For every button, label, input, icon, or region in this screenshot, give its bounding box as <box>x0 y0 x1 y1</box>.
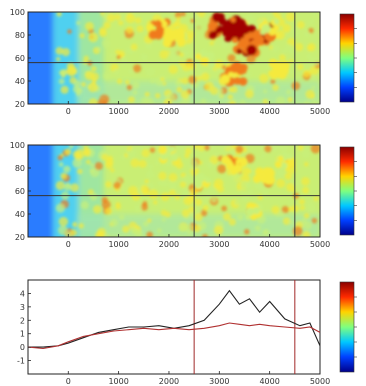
y-tick-label: 20 <box>15 100 25 109</box>
hotspot <box>221 155 231 165</box>
hotspot <box>236 48 242 54</box>
hotspot <box>246 207 255 216</box>
hotspot <box>252 30 262 39</box>
y-tick-label: 1 <box>20 330 25 339</box>
hotspot <box>218 17 227 26</box>
hotspot <box>237 157 248 167</box>
x-tick-label: 3000 <box>209 240 229 249</box>
heatmap-panel-2: 100 80 60 40 20 0 1000 2000 3000 4000 5000 <box>10 141 357 249</box>
x-tick-label: 2000 <box>159 377 179 386</box>
hotspot <box>162 21 168 27</box>
y-tick-label: 100 <box>10 141 25 150</box>
hotspot <box>230 16 236 23</box>
x-tick-label: 3000 <box>209 377 229 386</box>
hotspot <box>248 25 255 31</box>
hotspot <box>252 207 261 215</box>
x-tick-label: 2000 <box>159 107 179 116</box>
y-tick-label: 80 <box>15 31 25 40</box>
x-tick-label: 4000 <box>259 240 279 249</box>
y-tick-label: 60 <box>15 54 25 63</box>
hotspot <box>280 67 289 76</box>
x-tick-label: 4000 <box>259 107 279 116</box>
hotspot <box>256 168 263 175</box>
hotspot <box>148 30 158 40</box>
hotspot <box>277 155 284 162</box>
hotspot <box>261 24 271 34</box>
x-tick-label: 5000 <box>310 377 330 386</box>
hotspot <box>155 20 162 28</box>
colorbar-gradient <box>339 13 355 103</box>
hotspot <box>268 70 276 78</box>
hotspot <box>203 182 210 188</box>
hotspot <box>287 159 296 168</box>
x-tick-label: 5000 <box>310 240 330 249</box>
colorbar <box>339 13 357 103</box>
hotspot <box>262 170 271 180</box>
x-tick-label: 5000 <box>310 107 330 116</box>
series-line-2 <box>27 322 321 350</box>
hotspot <box>210 30 218 39</box>
hotspot <box>215 26 223 34</box>
y-tick-label: 20 <box>15 233 25 242</box>
hotspot <box>193 179 203 189</box>
colorbar-gradient <box>339 146 355 236</box>
y-tick-label: 0 <box>20 343 25 352</box>
series-line-1 <box>28 289 321 348</box>
hotspot <box>205 177 211 183</box>
y-tick-label: 100 <box>10 8 25 17</box>
y-tick-label: 3 <box>20 303 25 312</box>
x-tick-label: 2000 <box>159 240 179 249</box>
hotspot <box>253 174 262 183</box>
x-tick-label: 0 <box>66 377 71 386</box>
hotspot <box>195 53 202 60</box>
hotspot <box>165 146 172 153</box>
hotspot <box>246 44 257 56</box>
line-panel: 4 3 2 1 0 -1 0 1000 2000 3000 4000 5000 <box>17 279 357 386</box>
x-tick-label: 3000 <box>209 107 229 116</box>
hotspot <box>239 37 250 49</box>
y-tick-label: 2 <box>20 316 25 325</box>
x-tick-label: 0 <box>66 107 71 116</box>
y-tick-label: 40 <box>15 210 25 219</box>
hotspot <box>158 145 168 155</box>
y-tick-label: 60 <box>15 187 25 196</box>
colorbar <box>339 146 357 236</box>
y-tick-label: 80 <box>15 164 25 173</box>
hotspot <box>225 35 232 42</box>
hotspot <box>273 18 280 25</box>
colorbar <box>339 281 357 373</box>
x-tick-label: 0 <box>66 240 71 249</box>
hotspot <box>171 152 178 159</box>
heatmap-panel-1: 100 80 60 40 20 0 1000 2000 3000 4000 5000 <box>10 8 357 116</box>
hotspot <box>162 32 173 42</box>
hotspot <box>282 152 289 160</box>
hotspot <box>245 214 251 220</box>
x-tick-label: 1000 <box>108 377 128 386</box>
hotspot <box>235 159 241 165</box>
hotspot <box>220 74 230 85</box>
colorbar-gradient <box>339 281 355 373</box>
hotspot <box>232 37 238 44</box>
hotspot <box>238 77 248 86</box>
hotspot <box>145 23 155 32</box>
x-tick-label: 1000 <box>108 240 128 249</box>
hotspot <box>228 71 234 78</box>
x-tick-label: 1000 <box>108 107 128 116</box>
hotspot <box>235 164 243 173</box>
y-tick-label: 4 <box>20 289 25 298</box>
y-tick-label: 40 <box>15 77 25 86</box>
hotspot <box>274 160 282 169</box>
y-tick-label: -1 <box>17 357 25 366</box>
hotspot <box>200 56 209 66</box>
x-tick-label: 4000 <box>259 377 279 386</box>
hotspot <box>236 66 245 75</box>
hotspot <box>226 161 235 170</box>
hotspot <box>176 31 186 40</box>
plot-frame <box>27 279 321 375</box>
